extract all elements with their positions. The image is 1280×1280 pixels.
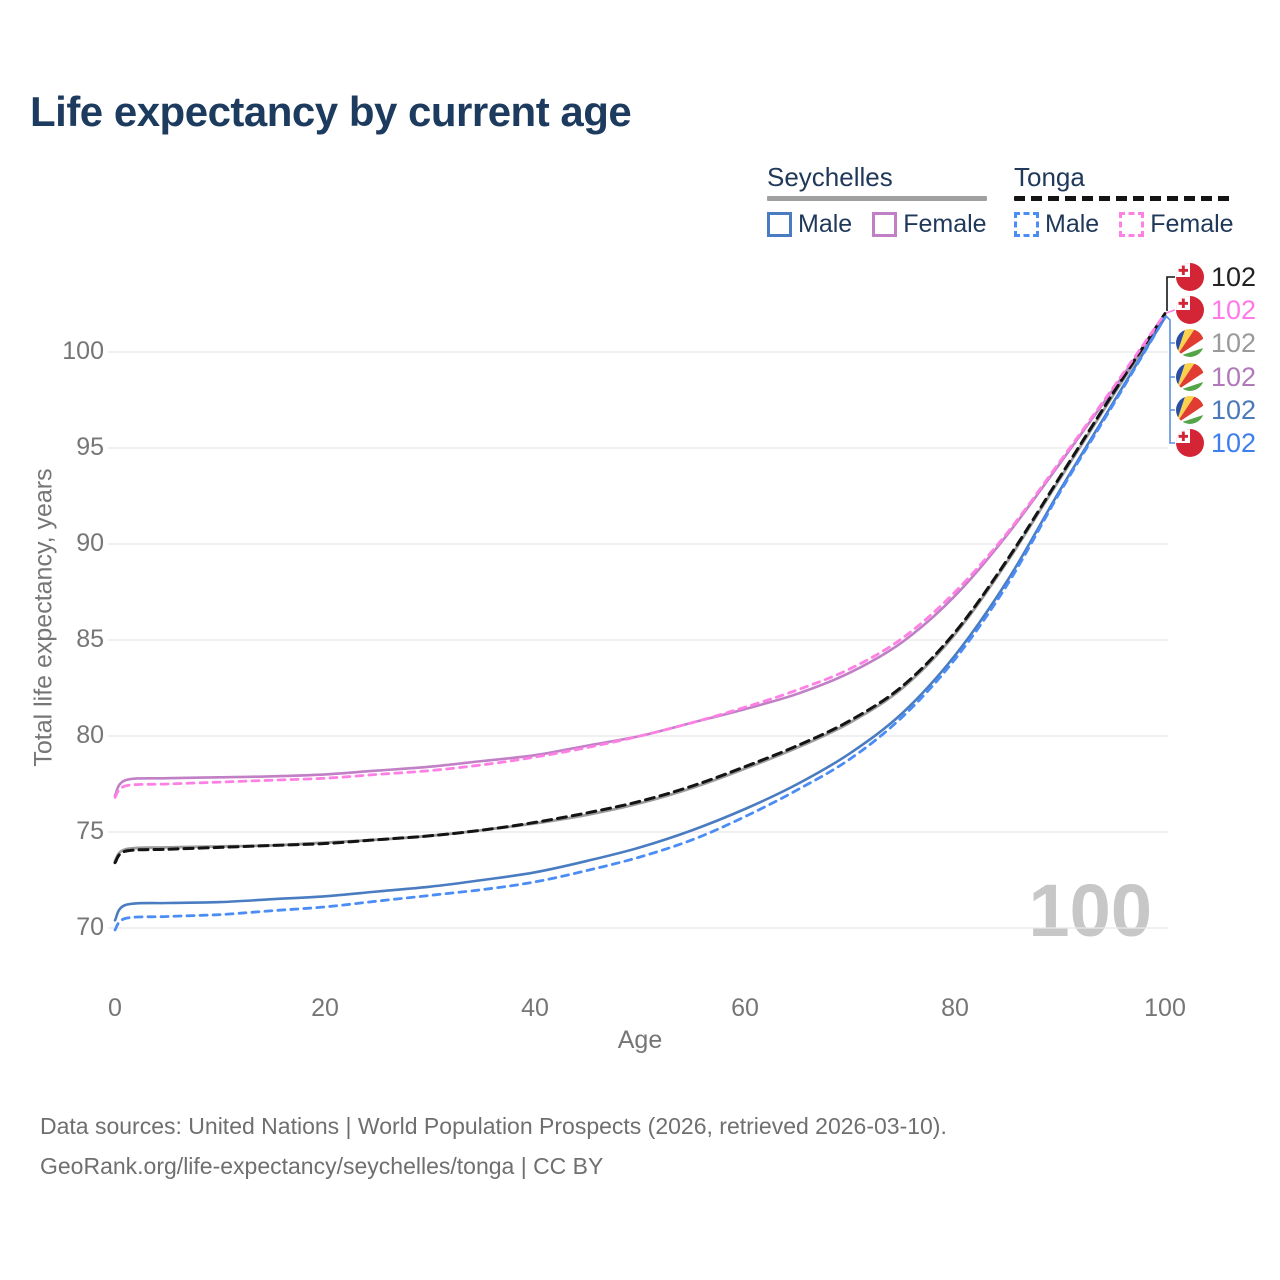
- legend-group-seychelles: Seychelles Male Female: [767, 162, 987, 239]
- series-line-seychelles-female[interactable]: [113, 314, 1167, 797]
- page-title: Life expectancy by current age: [30, 88, 632, 135]
- legend-group-tonga: Tonga Male Female: [1014, 162, 1234, 239]
- y-tick-label: 80: [76, 721, 104, 749]
- y-tick-label: 75: [76, 817, 104, 845]
- end-label-row: 102: [1176, 396, 1256, 424]
- end-label-value: 102: [1211, 395, 1257, 425]
- tonga-flag-icon: [1176, 296, 1204, 324]
- end-label-value: 102: [1211, 328, 1257, 358]
- end-label-row: 102: [1176, 429, 1256, 457]
- leader-line-pink: [1165, 309, 1176, 314]
- x-tick-label: 0: [108, 994, 122, 1022]
- series-line-seychelles-male[interactable]: [113, 316, 1167, 922]
- legend-item-seychelles-female[interactable]: Female: [872, 210, 987, 239]
- end-label-value: 102: [1211, 428, 1257, 458]
- y-tick-label: 70: [76, 913, 104, 941]
- y-tick-label: 85: [76, 625, 104, 653]
- series-line-tonga-female[interactable]: [113, 312, 1167, 799]
- x-axis-title: Age: [617, 1026, 663, 1054]
- y-tick-label: 95: [76, 433, 104, 461]
- y-tick-label: 100: [62, 337, 104, 365]
- tonga-male-swatch-icon: [1014, 212, 1039, 237]
- tonga-female-swatch-icon: [1119, 212, 1145, 237]
- tonga-dashed-line-swatch: [1014, 196, 1234, 201]
- tonga-flag-icon: [1176, 429, 1204, 457]
- x-tick-label: 80: [941, 994, 969, 1022]
- seychelles-solid-line-swatch: [767, 196, 987, 201]
- x-tick-label: 100: [1144, 994, 1186, 1022]
- legend-item-tonga-male[interactable]: Male: [1014, 210, 1099, 239]
- series-line-seychelles-both-sexes[interactable]: [113, 314, 1167, 863]
- legend-item-tonga-female[interactable]: Female: [1119, 210, 1234, 239]
- seychelles-flag-icon: [1176, 329, 1204, 357]
- seychelles-female-swatch-icon: [872, 212, 898, 237]
- end-label-value: 102: [1211, 262, 1257, 292]
- tonga-flag-icon: [1176, 263, 1204, 291]
- end-label-row: 102: [1176, 329, 1256, 357]
- x-tick-label: 20: [311, 994, 339, 1022]
- leader-line-black: [1166, 276, 1175, 311]
- data-sources-line: Data sources: United Nations | World Pop…: [40, 1113, 947, 1139]
- series-line-tonga-both-sexes[interactable]: [113, 312, 1167, 865]
- x-tick-label: 40: [521, 994, 549, 1022]
- attribution-line: GeoRank.org/life-expectancy/seychelles/t…: [40, 1153, 604, 1179]
- end-label-row: 102: [1176, 363, 1256, 391]
- legend-label: Male: [798, 210, 853, 238]
- end-label-value: 102: [1211, 362, 1257, 392]
- legend-label: Female: [1150, 210, 1234, 238]
- footer: Data sources: United Nations | World Pop…: [40, 1106, 947, 1186]
- series-line-tonga-male[interactable]: [113, 316, 1167, 932]
- legend-title-seychelles: Seychelles: [767, 162, 893, 192]
- seychelles-flag-icon: [1176, 396, 1204, 424]
- leader-line-blue: [1165, 315, 1175, 444]
- legend-label: Female: [903, 210, 987, 238]
- legend-item-seychelles-male[interactable]: Male: [767, 210, 852, 239]
- seychelles-male-swatch-icon: [767, 212, 792, 237]
- end-label-value: 102: [1211, 295, 1257, 325]
- x-tick-label: 60: [731, 994, 759, 1022]
- seychelles-flag-icon: [1176, 363, 1204, 391]
- age-watermark: 100: [1028, 869, 1152, 952]
- end-label-row: 102: [1176, 296, 1256, 324]
- end-label-row: 102: [1176, 263, 1256, 291]
- legend-label: Male: [1045, 210, 1100, 238]
- y-tick-label: 90: [76, 529, 104, 557]
- y-axis-title: Total life expectancy, years: [29, 468, 58, 767]
- legend-title-tonga: Tonga: [1014, 162, 1085, 192]
